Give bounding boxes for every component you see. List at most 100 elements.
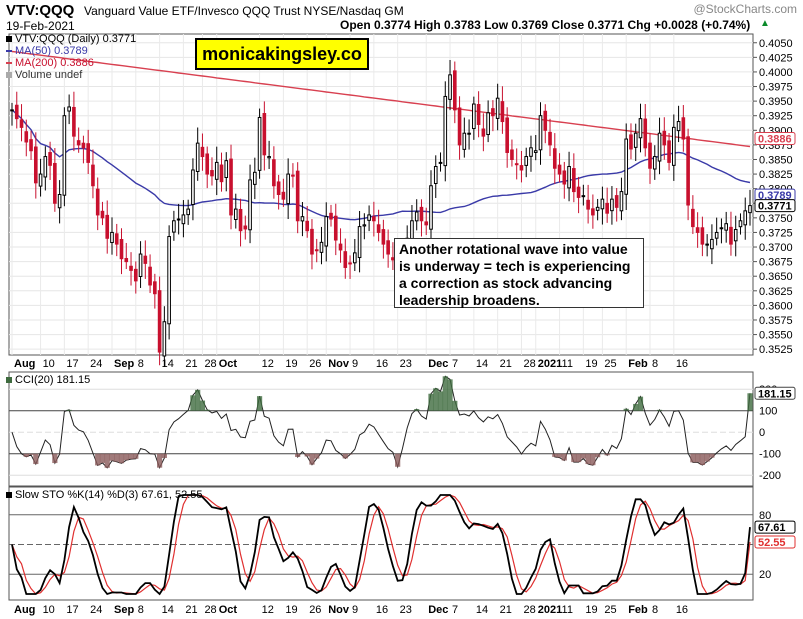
candle-body [729,226,733,245]
date-tick-label: 7 [452,358,458,370]
candle-body [495,97,500,119]
price-tick-label: 0.3675 [759,257,793,269]
candle-body [429,185,433,230]
candle-body [600,198,605,210]
candle-body [543,110,548,131]
candle-body [110,231,114,244]
cci-fill [128,453,134,460]
volume-swatch-icon [6,72,12,78]
candle-body [519,165,524,171]
candle-body [643,118,648,149]
candle-body [591,208,595,216]
date-tick-label: Oct [219,358,238,370]
price-tick-label: 0.3725 [759,227,793,239]
cci-fill [190,395,196,411]
candle-body [614,195,619,208]
candle-body [129,265,133,271]
date-tick-label: 26 [309,358,321,370]
ma200-path [11,50,751,148]
candle-body [576,186,581,198]
candle-body [29,139,33,152]
candle-body [448,74,452,100]
candle-body [724,223,729,231]
candle-body [319,241,324,253]
candle-body [95,188,100,216]
candle-body [24,131,29,143]
cci-fill [447,379,453,411]
price-tick-label: 0.4050 [759,38,793,50]
date-tick-label: 23 [400,358,412,370]
cci-fill [195,389,201,411]
candle-body [633,132,638,148]
price-tick-label: 0.3550 [759,330,793,342]
candle-body [443,95,448,167]
cci-title: CCI(20) 181.15 [6,374,90,386]
date-tick-label: 9 [352,358,358,370]
cci-fill [556,453,563,458]
cci-fill [747,393,753,411]
date-tick-label: 9 [352,604,358,616]
candle-body [386,240,390,255]
date-tick-label: 17 [66,604,78,616]
date-tick-label: 21 [185,604,197,616]
date-tick-label: 21 [500,358,512,370]
candle-body [533,150,538,153]
candle-body [710,238,714,250]
candle-body [376,224,381,233]
date-tick-label: Aug [14,358,35,370]
cci-fill [637,396,644,411]
candle-body [305,220,310,232]
date-tick-label: Nov [328,604,350,616]
candle-body [353,252,357,264]
cci-fill [104,453,110,468]
candlesticks [10,59,752,367]
candle-body [491,108,495,117]
date-tick-label: 2021 [538,604,562,616]
date-tick-label: 10 [43,604,55,616]
candle-body [514,163,519,166]
cci-fill [114,453,120,462]
candle-body [357,226,362,259]
candle-body [567,165,571,189]
price-axis: 0.40500.40250.40000.39750.39500.39250.39… [753,38,796,356]
candle-body [362,224,367,227]
cci-tick-label: 100 [759,406,777,418]
cci-fill [561,453,567,461]
candle-body [176,218,181,221]
date-tick-label: 16 [676,604,688,616]
sto-title: Slow STO %K(14) %D(3) 67.61, 52.55 [6,489,203,501]
candle-body [500,101,505,123]
cci-fill [552,453,558,457]
candle-body [243,225,248,230]
cci-fill [199,400,206,411]
candle-body [267,156,271,159]
candle-body [452,70,457,111]
date-tick-label: 28 [204,604,216,616]
date-tick-label: 11 [562,358,573,370]
candle-body [372,216,376,222]
cci-fill [99,453,106,463]
candle-body [524,156,529,166]
candle-body [691,208,695,228]
candle-body [224,160,229,178]
date-tick-label: 12 [262,358,274,370]
date-tick-label: 19 [285,604,297,616]
date-tick-label: Nov [328,358,350,370]
legend-price-label: VTV:QQQ (Daily) 0.3771 [15,33,137,45]
candle-body [510,149,514,160]
candle-body [348,262,352,265]
value-pill-label: 0.3886 [758,133,792,145]
cci-swatch-icon [6,377,12,383]
date-tick-label: Feb [628,358,648,370]
date-tick-label: 16 [376,358,388,370]
candle-body [662,130,667,146]
candle-body [738,220,743,228]
date-tick-label: Sep [114,604,134,616]
cci-title-label: CCI(20) 181.15 [15,374,91,386]
date-tick-label: 24 [90,358,102,370]
date-tick-label: 26 [309,604,321,616]
sto-value-label: 67.61 [758,522,786,534]
panel-frame [8,371,754,487]
sto-value-pill [754,535,796,549]
candle-body [505,117,509,153]
